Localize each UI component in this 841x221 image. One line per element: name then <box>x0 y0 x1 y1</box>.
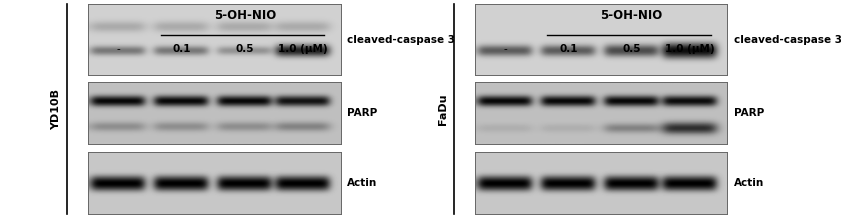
Text: FaDu: FaDu <box>438 94 448 125</box>
Text: 1.0 (μM): 1.0 (μM) <box>278 44 328 54</box>
Text: PARP: PARP <box>347 108 378 118</box>
Text: 5-OH-NIO: 5-OH-NIO <box>600 9 663 22</box>
Text: -: - <box>504 44 507 54</box>
Text: cleaved-caspase 3: cleaved-caspase 3 <box>734 35 841 45</box>
Text: 0.5: 0.5 <box>235 44 254 54</box>
Text: -: - <box>117 44 120 54</box>
Text: 0.5: 0.5 <box>622 44 641 54</box>
Text: Actin: Actin <box>734 178 764 189</box>
Text: PARP: PARP <box>734 108 764 118</box>
Text: 5-OH-NIO: 5-OH-NIO <box>214 9 276 22</box>
Text: YD10B: YD10B <box>51 89 61 130</box>
Text: cleaved-caspase 3: cleaved-caspase 3 <box>347 35 455 45</box>
Text: 0.1: 0.1 <box>172 44 191 54</box>
Text: 0.1: 0.1 <box>559 44 578 54</box>
Text: 1.0 (μM): 1.0 (μM) <box>664 44 715 54</box>
Text: Actin: Actin <box>347 178 378 189</box>
